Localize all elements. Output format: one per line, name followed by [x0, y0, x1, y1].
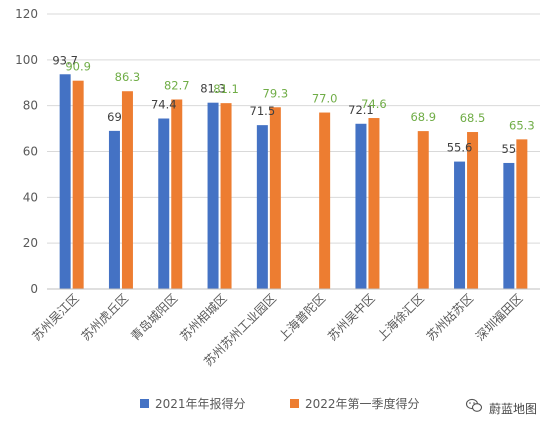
data-label: 68.9	[410, 110, 436, 124]
bar-2022	[319, 112, 331, 290]
bar-2022	[269, 107, 281, 289]
x-tick-label: 上海普陀区	[275, 291, 328, 344]
data-label: 71.5	[250, 104, 276, 118]
data-label: 55.6	[447, 141, 473, 155]
data-label: 82.7	[164, 78, 190, 92]
bar-2021	[503, 162, 515, 289]
bar-2021	[158, 118, 170, 289]
x-tick-label: 上海徐汇区	[374, 291, 427, 344]
bar-2021	[207, 102, 219, 289]
data-label: 68.5	[460, 111, 486, 125]
legend-swatch-2021	[140, 399, 149, 408]
bar-2022	[467, 132, 479, 289]
x-tick-label: 苏州吴江区	[29, 291, 81, 343]
bar-2021	[108, 130, 120, 289]
data-label: 74.4	[151, 98, 177, 112]
data-label: 86.3	[115, 70, 141, 84]
watermark: 蔚蓝地图	[465, 398, 537, 416]
bar-2022	[171, 99, 183, 290]
bar-2022	[417, 131, 429, 289]
data-label: 72.1	[348, 103, 374, 117]
x-tick-label: 苏州虎丘区	[79, 291, 131, 343]
data-label: 81.1	[213, 82, 239, 96]
data-label: 93.7	[52, 53, 78, 67]
bar-2021	[355, 123, 367, 289]
wechat-icon	[465, 398, 483, 412]
x-tick-label: 青岛城阳区	[127, 291, 180, 344]
bar-2021	[256, 125, 268, 289]
x-tick-label: 苏州吴中区	[325, 291, 378, 344]
data-label: 90.9	[65, 60, 91, 74]
y-tick-label: 40	[23, 190, 38, 204]
y-tick-label: 20	[23, 236, 38, 250]
bar-2021	[59, 74, 71, 289]
x-tick-label: 苏州姑苏区	[424, 291, 476, 343]
bar-2022	[368, 118, 380, 290]
data-label: 77.0	[312, 92, 338, 106]
bar-2021	[454, 161, 466, 289]
gridlines	[47, 13, 540, 244]
data-label: 74.6	[361, 97, 387, 111]
data-label: 65.3	[509, 118, 535, 132]
data-labels: 93.7 69 74.4 81.3 71.5 72.1 55.6 55 90.9 86.3 82.7…	[52, 53, 534, 156]
data-label: 79.3	[263, 86, 289, 100]
legend: 2021年年报得分 2022年第一季度得分	[140, 396, 420, 411]
bar-2022	[516, 139, 528, 289]
bar-2022	[72, 80, 84, 289]
bars	[59, 74, 528, 290]
y-tick-label: 0	[30, 282, 38, 296]
legend-label-2022: 2022年第一季度得分	[305, 396, 420, 411]
data-label: 69	[107, 110, 122, 124]
bar-2022	[220, 103, 232, 289]
y-tick-label: 120	[15, 7, 38, 21]
x-tick-label: 苏州相城区	[177, 291, 229, 343]
y-axis-ticks: 0 20 40 60 80 100 120	[15, 7, 38, 296]
y-tick-label: 60	[23, 145, 38, 159]
bar-2022	[121, 91, 133, 290]
x-tick-label: 深圳福田区	[472, 291, 525, 344]
x-axis-categories: 苏州吴江区苏州虎丘区青岛城阳区苏州相城区苏州苏州工业园区上海普陀区苏州吴中区上海…	[29, 291, 525, 369]
y-tick-label: 100	[15, 53, 38, 67]
watermark-text: 蔚蓝地图	[489, 402, 537, 416]
legend-label-2021: 2021年年报得分	[155, 396, 246, 411]
legend-swatch-2022	[290, 399, 299, 408]
data-label: 55	[502, 142, 517, 156]
y-tick-label: 80	[23, 99, 38, 113]
data-label: 81.3	[200, 82, 226, 96]
